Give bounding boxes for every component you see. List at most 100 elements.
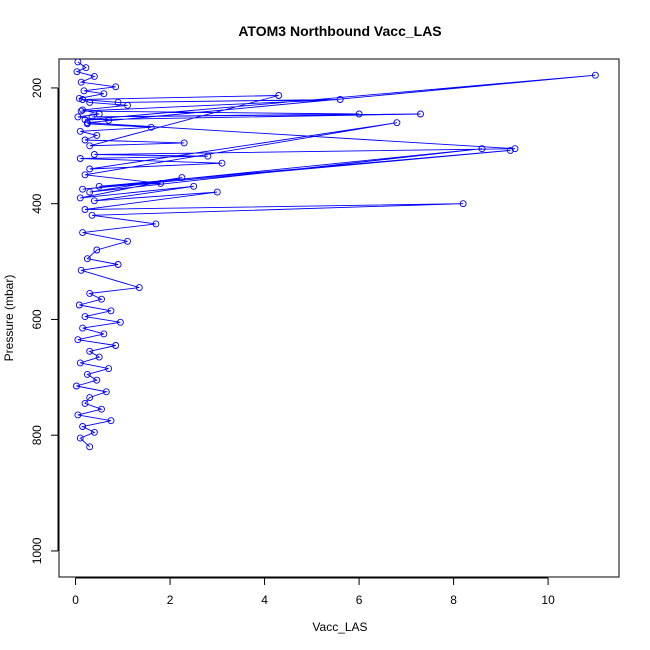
data-point [116, 318, 124, 326]
data-point [76, 359, 84, 367]
x-tick-label: 10 [541, 593, 555, 607]
x-tick-label: 6 [356, 593, 363, 607]
data-point [124, 237, 131, 245]
data-point [86, 142, 94, 150]
x-axis: 0 2 4 6 8 10 [72, 577, 555, 607]
data-point [95, 182, 103, 190]
data-point [74, 59, 82, 66]
data-point [93, 376, 101, 384]
data-point [83, 255, 91, 263]
data-point [73, 382, 80, 390]
x-tick-label: 2 [167, 593, 174, 607]
data-point [79, 324, 87, 332]
data-point [147, 123, 155, 131]
data-point [100, 330, 108, 338]
data-point [336, 96, 344, 103]
data-point [81, 313, 89, 321]
data-point [114, 261, 122, 268]
y-axis-label: Pressure (mbar) [2, 275, 16, 362]
data-point [178, 174, 186, 182]
x-tick-label: 4 [261, 593, 268, 607]
data-point [591, 71, 599, 79]
x-axis-label: Vacc_LAS [312, 620, 367, 634]
data-point [459, 200, 467, 208]
data-point [81, 206, 89, 213]
data-point [75, 301, 83, 309]
data-point [76, 127, 84, 135]
data-point [86, 188, 94, 196]
data-point [135, 284, 143, 292]
data-point [152, 220, 160, 228]
y-tick-label: 800 [30, 425, 44, 445]
data-point [76, 194, 84, 202]
data-point [107, 417, 115, 425]
data-point [190, 182, 198, 190]
data-point [81, 171, 89, 179]
data-point [83, 370, 91, 378]
data-point [90, 151, 98, 158]
chart-title: ATOM3 Northbound Vacc_LAS [238, 23, 441, 39]
data-point [79, 423, 87, 430]
x-tick-label: 0 [72, 593, 79, 607]
data-point [77, 266, 85, 274]
data-point [506, 146, 514, 154]
data-point [98, 405, 105, 413]
data-point [417, 110, 424, 118]
data-point [105, 365, 113, 373]
series-layer [73, 59, 599, 451]
data-point [102, 388, 110, 396]
data-point [86, 165, 94, 173]
data-point [86, 394, 94, 402]
data-point [204, 152, 212, 160]
data-point [83, 119, 91, 127]
data-point [88, 113, 96, 121]
data-point [213, 188, 221, 196]
data-point [76, 155, 84, 162]
data-point [88, 211, 96, 219]
data-point [90, 72, 98, 80]
data-point [79, 96, 87, 103]
data-point [218, 159, 226, 167]
data-point [393, 119, 401, 127]
data-point [74, 411, 82, 419]
data-point [73, 68, 81, 76]
data-point [81, 136, 89, 144]
data-point [98, 295, 105, 303]
data-point [100, 90, 108, 98]
data-point [105, 116, 113, 124]
y-axis: 200 400 600 800 1000 [30, 78, 59, 564]
data-point [157, 179, 165, 187]
data-point [124, 101, 131, 109]
data-point [90, 428, 98, 436]
y-tick-label: 400 [30, 193, 44, 213]
data-point [90, 197, 98, 205]
data-point [275, 92, 283, 99]
data-point [95, 353, 103, 361]
data-point [107, 307, 115, 315]
plot-area [58, 58, 620, 578]
data-point [355, 110, 363, 118]
data-point [79, 229, 87, 237]
y-tick-label: 1000 [30, 537, 44, 564]
data-point [86, 289, 94, 297]
series-line [75, 61, 596, 448]
data-point [77, 107, 85, 115]
data-point [86, 443, 94, 451]
data-point [86, 98, 94, 106]
y-tick-label: 600 [30, 309, 44, 329]
data-point [74, 336, 82, 344]
data-point [180, 139, 188, 147]
y-tick-label: 200 [30, 78, 44, 98]
data-point [76, 434, 84, 442]
data-point [79, 106, 87, 114]
data-point [93, 131, 101, 139]
data-point [112, 342, 120, 349]
data-point [74, 113, 82, 121]
data-point [77, 78, 85, 86]
data-point [93, 246, 101, 254]
data-point [81, 399, 89, 407]
data-point [80, 87, 88, 95]
data-point [114, 98, 122, 106]
data-point [79, 185, 87, 193]
